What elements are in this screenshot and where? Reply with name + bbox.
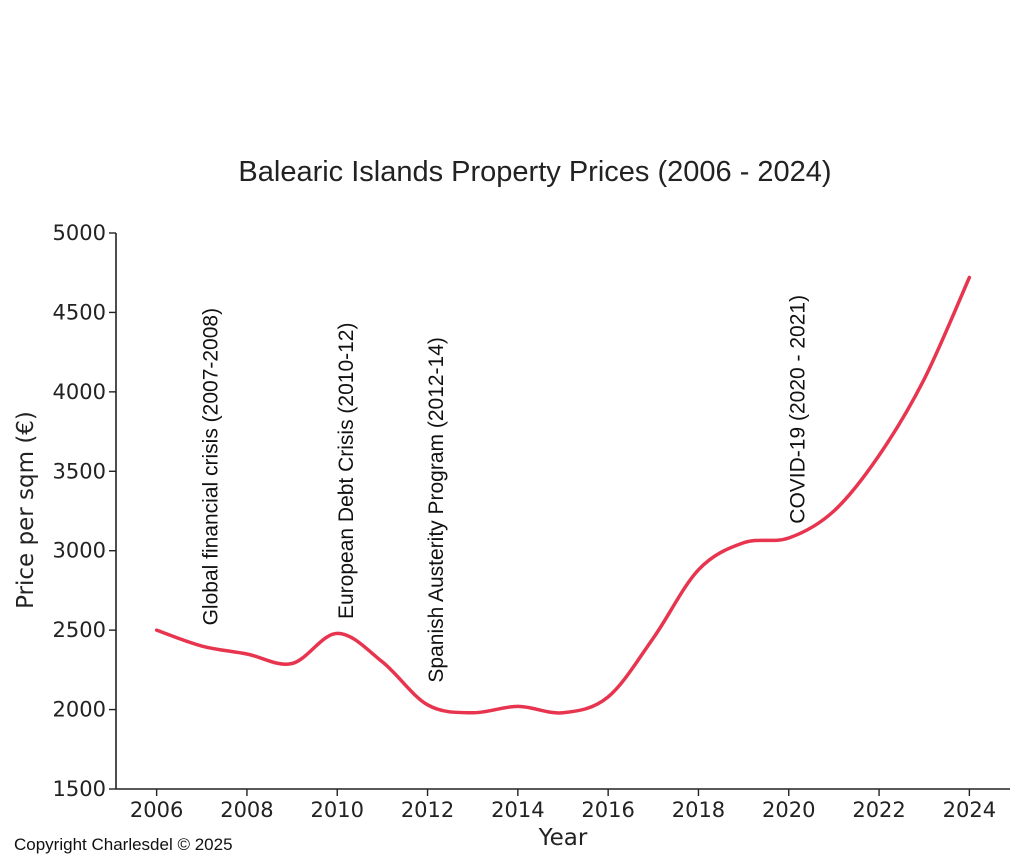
y-tick-label: 4000 <box>53 380 106 404</box>
x-tick-label: 2010 <box>311 798 364 822</box>
x-tick-label: 2016 <box>581 798 634 822</box>
annotations: Global financial crisis (2007-2008) Europ… <box>199 295 809 683</box>
y-tick-label: 3500 <box>53 459 106 483</box>
annotation-label: COVID-19 (2020 - 2021) <box>786 295 809 524</box>
x-tick-label: 2020 <box>762 798 815 822</box>
ticks: 1500 2000 2500 3000 3500 4000 4500 5000 2006 2008… <box>53 221 997 822</box>
annotation-label: Spanish Austerity Program (2012-14) <box>425 337 448 683</box>
axes <box>115 233 1010 790</box>
y-tick-label: 5000 <box>53 221 106 245</box>
y-tick-label: 3000 <box>53 539 106 563</box>
annotation-label: European Debt Crisis (2010-12) <box>335 323 358 619</box>
x-tick-label: 2022 <box>852 798 905 822</box>
x-tick-label: 2024 <box>943 798 996 822</box>
x-tick-label: 2006 <box>130 798 183 822</box>
y-tick-label: 1500 <box>53 777 106 801</box>
y-tick-label: 2000 <box>53 698 106 722</box>
y-tick-label: 4500 <box>53 300 106 324</box>
chart-title: Balearic Islands Property Prices (2006 -… <box>238 156 831 188</box>
series-layer <box>154 275 972 715</box>
y-axis-label: Price per sqm (€) <box>13 411 39 609</box>
x-tick-label: 2018 <box>672 798 725 822</box>
x-tick-label: 2012 <box>401 798 454 822</box>
copyright-text: Copyright Charlesdel © 2025 <box>14 835 233 854</box>
x-axis-label: Year <box>538 825 588 851</box>
annotation-label: Global financial crisis (2007-2008) <box>199 308 222 626</box>
y-tick-label: 2500 <box>53 618 106 642</box>
series-line <box>154 275 972 715</box>
x-tick-label: 2014 <box>491 798 544 822</box>
x-tick-label: 2008 <box>220 798 273 822</box>
